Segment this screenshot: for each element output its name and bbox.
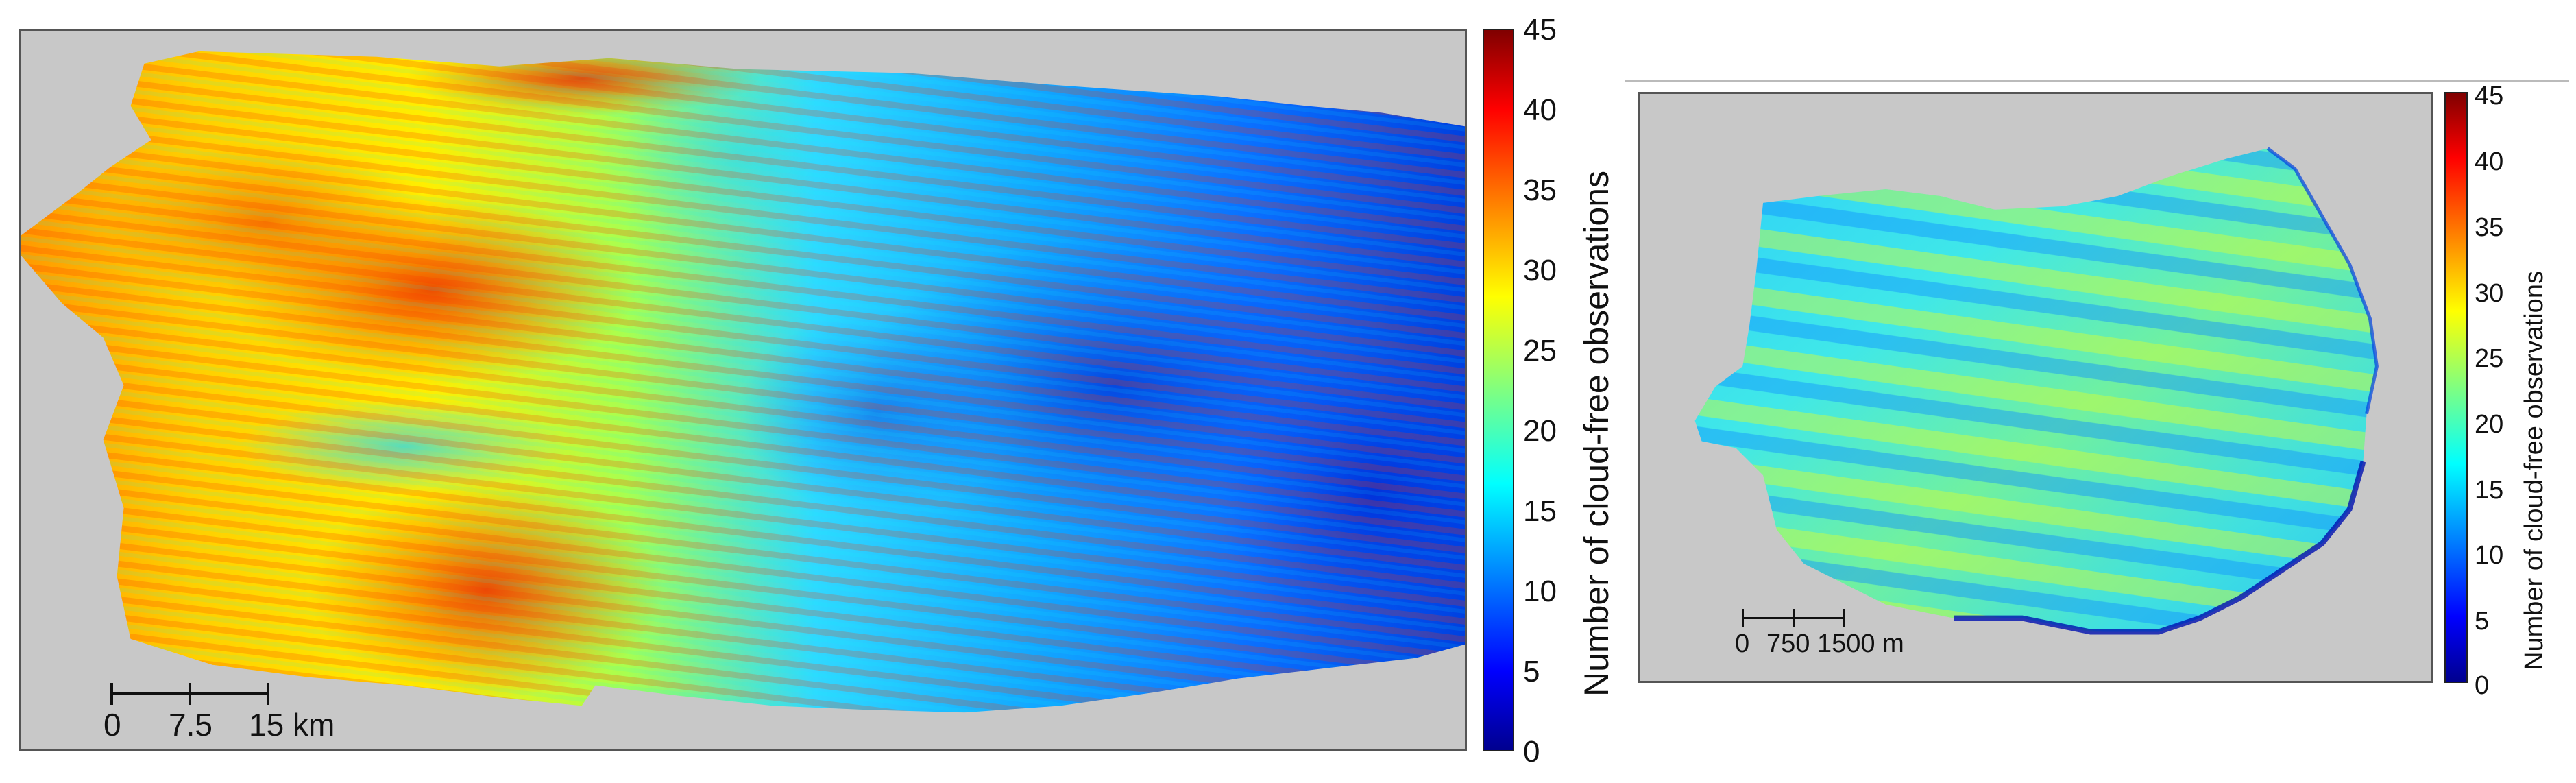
left-scalebar-tick-0 (110, 683, 113, 705)
left-colorbar-tick-45: 45 (1523, 13, 1557, 47)
left-colorbar-tick-10: 10 (1523, 575, 1557, 608)
left-scalebar-label-1: 7.5 (169, 707, 212, 743)
left-colorbar-tick-35: 35 (1523, 173, 1557, 207)
right-colorbar-tick-10: 10 (2475, 541, 2504, 570)
left-colorbar-tick-15: 15 (1523, 494, 1557, 528)
left-colorbar-tick-20: 20 (1523, 414, 1557, 448)
left-map-raster (21, 31, 1465, 749)
right-scalebar-label-0: 0 (1735, 629, 1750, 658)
panel-divider (1625, 80, 2569, 82)
right-colorbar-tick-35: 35 (2475, 213, 2504, 242)
right-scalebar-tick-0 (1742, 609, 1744, 627)
left-scalebar: 0 7.5 15 km (104, 679, 335, 743)
right-map: 0 750 1500 m (1638, 92, 2433, 683)
right-scalebar-tick-1 (1793, 609, 1795, 627)
right-colorbar-tick-20: 20 (2475, 410, 2504, 439)
left-colorbar-title: Number of cloud-free observations (1577, 170, 1616, 697)
left-scalebar-label-0: 0 (104, 707, 121, 743)
right-map-raster (1640, 94, 2431, 681)
right-colorbar-tick-15: 15 (2475, 476, 2504, 505)
right-colorbar (2444, 92, 2468, 683)
right-colorbar-tick-5: 5 (2475, 607, 2490, 636)
left-colorbar (1483, 29, 1514, 751)
right-scalebar-tick-2 (1843, 609, 1845, 627)
right-colorbar-tick-40: 40 (2475, 147, 2504, 176)
left-colorbar-tick-25: 25 (1523, 334, 1557, 368)
right-colorbar-tick-0: 0 (2475, 671, 2490, 700)
left-colorbar-tick-40: 40 (1523, 93, 1557, 127)
left-map: 0 7.5 15 km (19, 29, 1467, 751)
left-scalebar-label-2: 15 km (249, 707, 335, 743)
right-scalebar-label-2: 1500 m (1817, 629, 1904, 658)
left-colorbar-tick-0: 0 (1523, 735, 1540, 769)
right-scalebar: 0 750 1500 m (1735, 605, 1954, 660)
right-colorbar-tick-30: 30 (2475, 279, 2504, 308)
right-colorbar-tick-25: 25 (2475, 344, 2504, 373)
left-scalebar-tick-2 (267, 683, 269, 705)
left-colorbar-tick-5: 5 (1523, 655, 1540, 688)
right-scalebar-label-1: 750 (1766, 629, 1810, 658)
left-scalebar-tick-1 (189, 683, 191, 705)
right-colorbar-title: Number of cloud-free observations (2520, 271, 2549, 671)
left-colorbar-tick-30: 30 (1523, 254, 1557, 287)
right-colorbar-tick-45: 45 (2475, 82, 2504, 110)
